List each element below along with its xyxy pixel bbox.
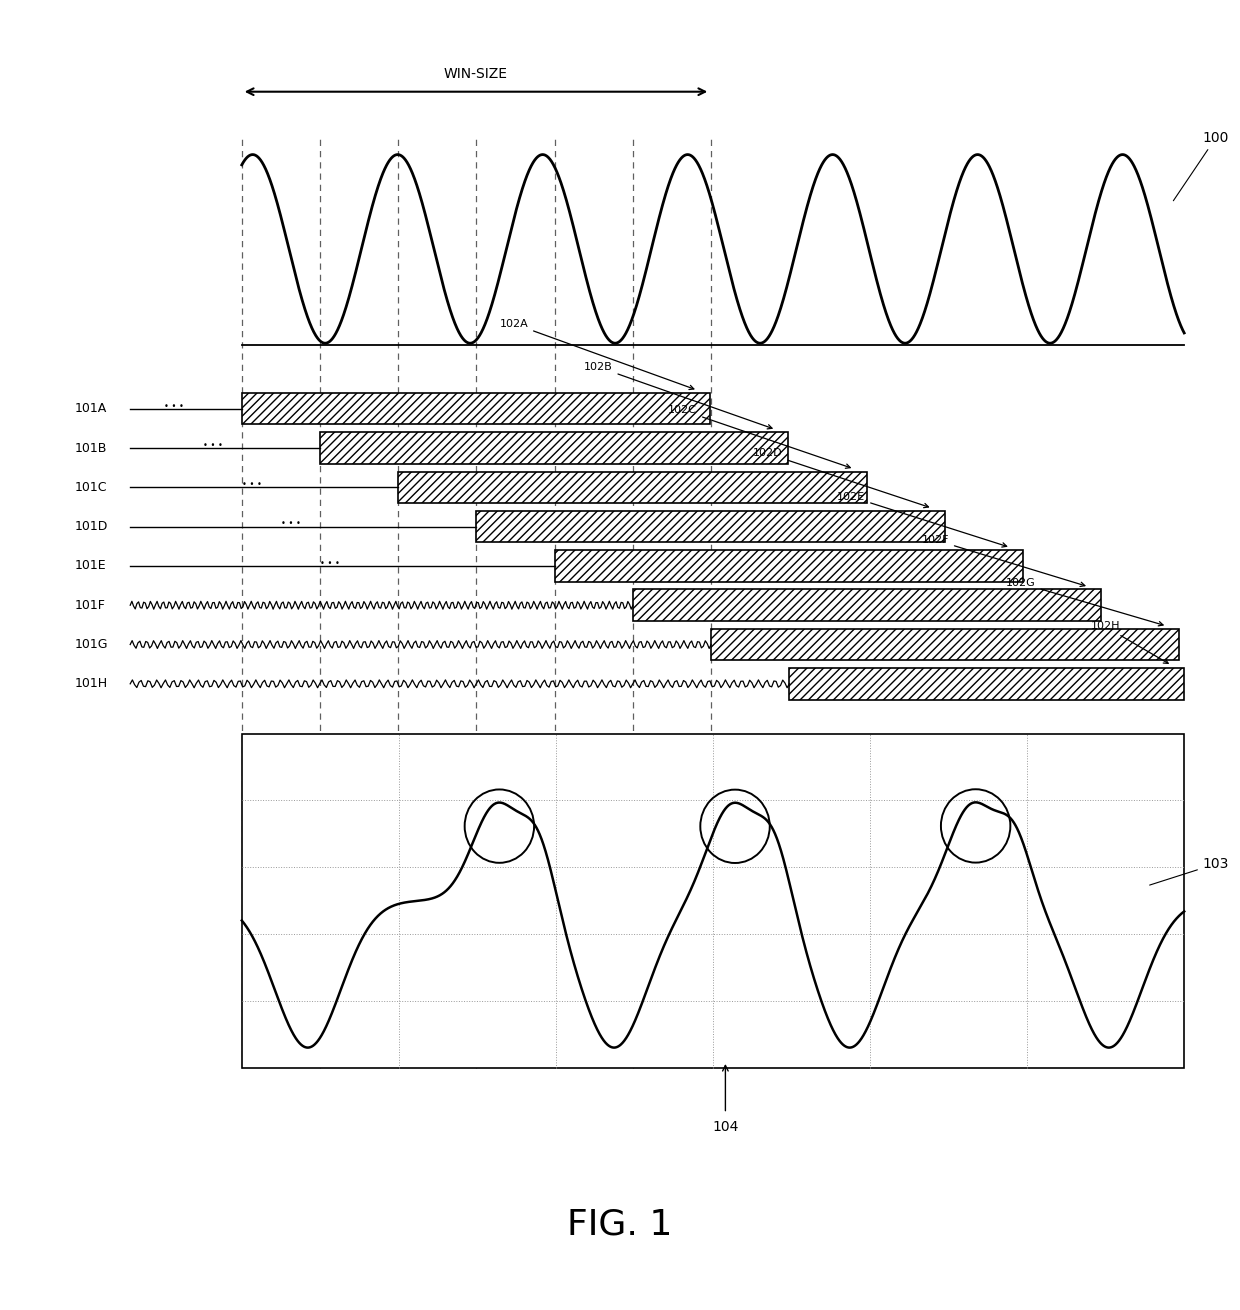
Text: 102A: 102A <box>500 318 694 389</box>
Bar <box>476 511 945 542</box>
Text: 100: 100 <box>1173 131 1229 200</box>
Bar <box>790 668 1184 700</box>
Text: 101G: 101G <box>74 638 108 651</box>
Text: 101H: 101H <box>74 677 108 690</box>
Bar <box>632 590 1101 621</box>
Text: 101B: 101B <box>74 441 107 455</box>
Text: • • •: • • • <box>164 402 184 410</box>
Text: 102B: 102B <box>584 362 773 428</box>
Text: 102H: 102H <box>1090 621 1168 663</box>
Text: 102C: 102C <box>668 405 851 468</box>
Bar <box>320 432 789 464</box>
Bar <box>398 472 867 503</box>
Text: 101C: 101C <box>74 481 107 494</box>
Bar <box>711 629 1179 660</box>
Text: 101D: 101D <box>74 520 108 533</box>
Text: • • •: • • • <box>242 481 262 489</box>
Bar <box>554 550 1023 582</box>
Text: 102D: 102D <box>753 448 929 508</box>
Text: 102E: 102E <box>837 491 1007 548</box>
Text: 103: 103 <box>1149 857 1229 886</box>
Text: WIN-SIZE: WIN-SIZE <box>444 67 508 81</box>
Bar <box>242 734 1184 1068</box>
Bar <box>242 393 711 424</box>
Text: • • •: • • • <box>320 559 340 567</box>
Text: 101E: 101E <box>74 559 107 572</box>
Text: • • •: • • • <box>281 520 301 528</box>
Text: 101F: 101F <box>74 599 105 612</box>
Text: 104: 104 <box>712 1120 739 1134</box>
Text: 102F: 102F <box>921 534 1085 587</box>
Text: • • •: • • • <box>203 441 223 449</box>
Text: FIG. 1: FIG. 1 <box>568 1208 672 1242</box>
Text: 101A: 101A <box>74 402 107 415</box>
Text: 102G: 102G <box>1006 578 1163 626</box>
